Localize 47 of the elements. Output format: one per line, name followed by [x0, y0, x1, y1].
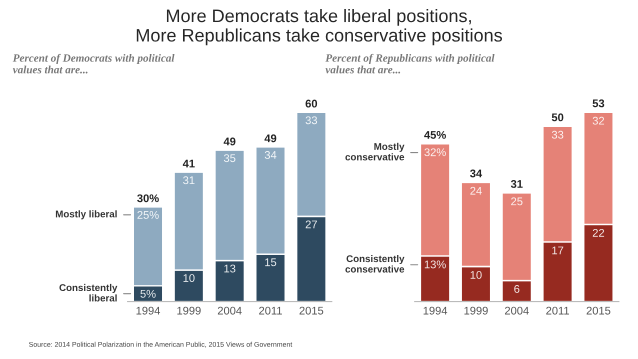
data-label: 32	[592, 116, 604, 125]
data-label: 33	[306, 116, 318, 124]
data-label: 34	[264, 151, 276, 159]
total-label: 49	[264, 134, 276, 142]
data-label: 27	[306, 220, 317, 228]
x-tick-label: 2004	[218, 306, 242, 315]
series-label: Consistently conservative	[345, 254, 404, 273]
series-label: Consistently liberal	[59, 284, 118, 302]
data-label: 32%	[424, 148, 446, 156]
data-label: 24	[470, 186, 482, 195]
data-label: 25%	[137, 210, 159, 219]
x-tick-label: 2015	[300, 306, 324, 315]
series-label: Mostly conservative	[345, 142, 404, 160]
total-label: 50	[552, 113, 564, 122]
data-label: 33	[552, 130, 564, 139]
data-label: 6	[514, 285, 520, 293]
data-label: 31	[183, 176, 194, 184]
total-label: 49	[224, 138, 236, 146]
data-label: 35	[224, 154, 236, 162]
data-label: 17	[552, 246, 564, 254]
total-label: 30%	[137, 194, 159, 202]
data-label: 10	[184, 274, 195, 282]
data-label: 13	[224, 264, 236, 272]
total-label: 53	[592, 99, 604, 108]
chart-subtitle: Percent of Democrats with political values that are...	[12, 54, 174, 74]
series-label: Mostly liberal	[56, 210, 117, 220]
chart-title: More Democrats take liberal positions, More Republicans take conservative positions	[136, 8, 502, 46]
x-tick-label: 1994	[136, 306, 160, 315]
total-label: 41	[182, 160, 195, 168]
data-label: 13%	[424, 260, 446, 268]
x-tick-label: 2011	[546, 306, 570, 315]
data-label: 22	[592, 228, 604, 237]
total-label: 31	[510, 180, 523, 188]
data-label: 15	[265, 258, 276, 266]
x-tick-label: 2015	[586, 306, 610, 315]
x-tick-label: 1994	[424, 306, 448, 315]
chart-subtitle: Percent of Republicans with political values that are...	[325, 54, 494, 74]
x-tick-label: 2004	[504, 306, 529, 315]
data-label: 10	[470, 271, 482, 279]
total-label: 45%	[424, 130, 446, 139]
data-label: 5%	[140, 290, 156, 298]
total-label: 34	[470, 170, 482, 178]
x-tick-label: 2011	[259, 306, 282, 315]
x-tick-label: 1999	[464, 306, 488, 315]
x-tick-label: 1999	[177, 306, 201, 315]
data-label: 25	[511, 197, 522, 206]
total-label: 60	[306, 100, 318, 108]
